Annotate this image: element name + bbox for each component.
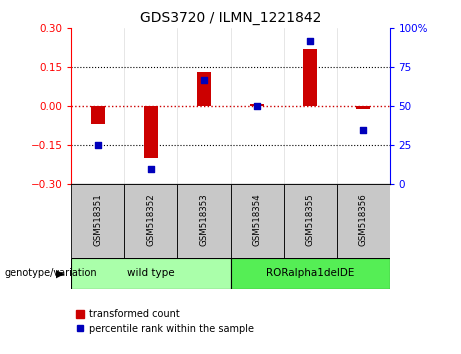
Point xyxy=(306,38,313,44)
Bar xyxy=(71,184,124,258)
Text: GSM518356: GSM518356 xyxy=(359,193,367,246)
Text: wild type: wild type xyxy=(127,268,175,279)
Bar xyxy=(144,106,158,158)
Text: GSM518353: GSM518353 xyxy=(200,193,208,246)
Text: GSM518352: GSM518352 xyxy=(147,193,155,246)
Bar xyxy=(124,184,177,258)
Point xyxy=(200,77,207,82)
Bar xyxy=(284,184,337,258)
Legend: transformed count, percentile rank within the sample: transformed count, percentile rank withi… xyxy=(77,309,254,334)
Point xyxy=(254,103,261,109)
Text: genotype/variation: genotype/variation xyxy=(5,268,97,279)
Text: ▶: ▶ xyxy=(56,268,65,279)
Title: GDS3720 / ILMN_1221842: GDS3720 / ILMN_1221842 xyxy=(140,11,321,24)
Text: GSM518351: GSM518351 xyxy=(94,193,102,246)
Point xyxy=(94,142,101,148)
Bar xyxy=(91,106,105,124)
Text: GSM518354: GSM518354 xyxy=(253,193,261,246)
Point xyxy=(359,127,366,132)
Bar xyxy=(71,258,230,289)
Bar xyxy=(303,49,317,106)
Point xyxy=(148,166,155,171)
Text: RORalpha1delDE: RORalpha1delDE xyxy=(266,268,354,279)
Bar xyxy=(177,184,230,258)
Bar xyxy=(250,104,264,106)
Bar xyxy=(356,106,370,109)
Text: GSM518355: GSM518355 xyxy=(306,193,314,246)
Bar xyxy=(230,184,284,258)
Bar xyxy=(230,258,390,289)
Bar xyxy=(337,184,390,258)
Bar xyxy=(197,73,211,106)
